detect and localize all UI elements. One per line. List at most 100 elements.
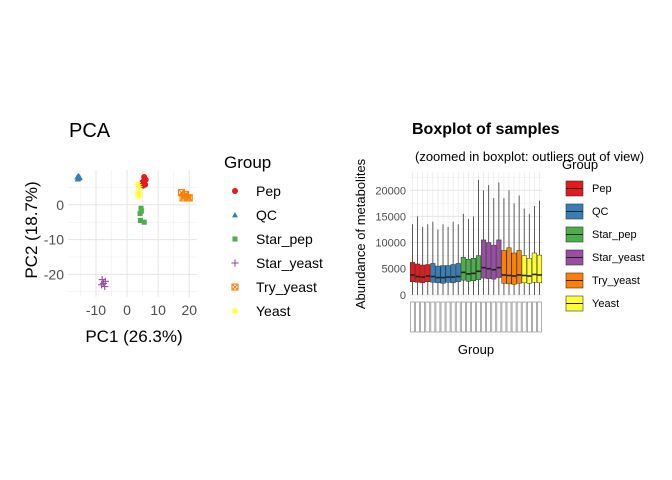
box-qc [435, 229, 441, 295]
pca-legend-label: Yeast [256, 303, 291, 319]
boxplot-x-tick-mark [496, 301, 502, 333]
box-star-pep [470, 216, 476, 295]
boxplot-y-tick-label: 15000 [375, 211, 406, 223]
box-star-pep [476, 179, 482, 295]
boxplot-x-tick-mark [450, 301, 456, 333]
box-try-yeast [506, 190, 512, 295]
box-qc [445, 226, 451, 295]
pca-point-yeast [134, 181, 142, 189]
box-star-yeast [491, 198, 497, 295]
boxplot-x-axis-label: Group [458, 342, 494, 357]
pca-plot: -10 0 10 20 -20 -10 0 Pep QC Star_pep Star_yeast Tr… [44, 170, 323, 319]
box-qc [450, 221, 456, 295]
boxplot-x-tick-mark [445, 301, 451, 333]
boxplot-x-tick-mark [430, 301, 436, 333]
boxplot-y-axis-label: Abundance of metabolites [353, 158, 368, 309]
boxplot-x-tick-mark [471, 301, 476, 333]
pca-legend-label: Try_yeast [256, 279, 317, 295]
boxplot-legend-label: Star_yeast [592, 252, 645, 264]
boxplot-x-tick-mark [501, 301, 507, 333]
boxplot-legend-label: Try_yeast [592, 275, 640, 287]
boxplot-title: Boxplot of samples [412, 121, 560, 138]
boxplot-x-tick-mark [476, 301, 481, 333]
pca-legend-key-star-pep [232, 236, 238, 242]
boxplot-legend-label: Yeast [592, 298, 619, 310]
boxplot-x-tick-mark [506, 301, 512, 333]
pca-y-tick-label: 0 [56, 197, 64, 213]
pca-x-tick-label: 0 [123, 302, 131, 318]
boxplot-legend-label: Star_pep [592, 229, 637, 241]
pca-legend-key-yeast [231, 307, 239, 315]
pca-legend-key-pep [232, 188, 238, 194]
boxplot-x-tick-mark [511, 301, 517, 333]
box-qc [430, 221, 436, 295]
box-yeast [521, 208, 527, 295]
boxplot-x-tick-mark [435, 301, 441, 333]
box-yeast [526, 213, 532, 295]
pca-y-tick-label: -20 [44, 266, 64, 282]
pca-point-star-yeast [101, 282, 109, 291]
boxplot-x-tick-mark [440, 301, 446, 333]
boxplot-x-tick-mark [455, 301, 461, 333]
pca-y-axis-label: PC2 (18.7%) [22, 181, 41, 278]
boxplot-x-tick-mark [481, 301, 486, 333]
pca-legend-label: Star_pep [256, 231, 313, 247]
pca-point-qc [76, 173, 83, 180]
pca-legend-key-try-yeast [231, 283, 239, 291]
pca-point-yeast [135, 192, 143, 200]
pca-title: PCA [69, 120, 111, 142]
boxplot-y-tick-label: 20000 [375, 185, 406, 197]
boxplot-plot: 0 5000 10000 15000 20000 Pep QC Star_pep Star_ye… [375, 172, 645, 333]
boxplot-y-tick-label: 0 [400, 290, 406, 302]
box-star-yeast [486, 185, 492, 295]
boxplot-x-tick-mark [516, 301, 522, 333]
box-pep [415, 216, 421, 295]
boxplot-x-tick-mark [521, 301, 527, 333]
pca-point-star-pep [137, 217, 143, 224]
boxplot-legend-label: Pep [592, 183, 612, 195]
pca-legend-label: Star_yeast [256, 255, 323, 271]
box-star-pep [460, 213, 466, 295]
box-star-yeast [481, 190, 487, 295]
box-yeast [531, 205, 537, 295]
pca-x-tick-label: 20 [181, 302, 197, 318]
pca-x-tick-label: -10 [86, 302, 106, 318]
pca-point-star-pep [141, 219, 147, 225]
boxplot-x-tick-mark [532, 301, 537, 333]
pca-legend-title: Group [224, 153, 271, 172]
pca-legend-label: QC [256, 207, 277, 223]
boxplot-subtitle: (zoomed in boxplot: outliers out of view… [415, 149, 644, 164]
box-star-pep [465, 219, 471, 295]
boxplot-x-tick-mark [537, 301, 542, 333]
box-pep [420, 226, 426, 295]
box-star-yeast [496, 182, 502, 295]
boxplot-x-tick-mark [415, 301, 420, 333]
boxplot-x-tick-mark [425, 301, 431, 333]
box-qc [440, 224, 446, 295]
box-try-yeast [511, 203, 517, 295]
boxplot-legend-label: QC [592, 206, 609, 218]
boxplot-x-tick-mark [461, 301, 466, 333]
boxplot-x-tick-mark [491, 301, 497, 333]
box-yeast [536, 200, 542, 295]
pca-legend-key-qc [232, 212, 238, 218]
box-qc [455, 224, 461, 295]
pca-y-tick-label: -10 [44, 232, 64, 248]
boxplot-y-tick-label: 5000 [382, 264, 406, 276]
pca-point-star-yeast [99, 279, 108, 288]
pca-point-try-yeast [181, 190, 190, 198]
pca-point-star-yeast [98, 276, 106, 284]
pca-x-axis-label: PC1 (26.3%) [85, 327, 182, 346]
boxplot-x-tick-mark [420, 301, 425, 333]
pca-x-tick-label: 10 [150, 302, 166, 318]
pca-point-star-yeast [97, 281, 106, 289]
box-try-yeast [516, 195, 522, 295]
boxplot-y-tick-label: 10000 [375, 238, 406, 250]
box-pep [410, 224, 416, 295]
pca-point-star-pep [138, 205, 144, 211]
box-pep [425, 224, 431, 295]
boxplot-x-tick-mark [466, 301, 471, 333]
boxplot-x-tick-mark [486, 301, 491, 333]
boxplot-x-tick-mark [410, 301, 415, 333]
